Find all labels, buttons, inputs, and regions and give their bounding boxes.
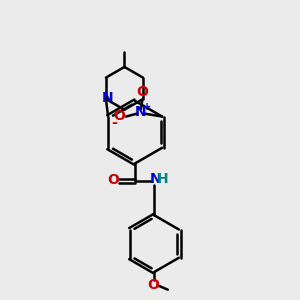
Text: N: N [102,91,113,104]
Text: -: - [111,116,117,130]
Text: O: O [107,173,119,187]
Text: N: N [135,105,147,119]
Text: N: N [149,172,161,186]
Text: H: H [157,172,169,186]
Text: +: + [142,102,151,112]
Text: O: O [113,109,125,123]
Text: O: O [147,278,159,292]
Text: O: O [136,85,148,100]
